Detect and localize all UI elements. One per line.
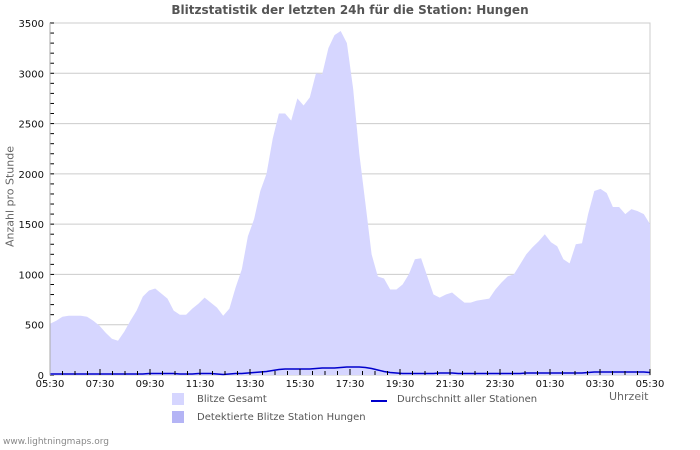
x-tick-label: 17:30 [336,379,365,390]
x-tick-label: 07:30 [86,379,115,390]
y-tick-label: 3000 [19,69,44,80]
legend-swatch-total [172,393,184,405]
y-tick-label: 3500 [19,19,44,30]
y-tick-label: 0 [38,371,44,382]
x-tick-label: 01:30 [536,379,565,390]
x-tick-label: 21:30 [436,379,465,390]
x-tick-label: 13:30 [236,379,265,390]
legend-label-average: Durchschnitt aller Stationen [397,394,538,405]
x-axis-label: Uhrzeit [609,390,649,403]
y-tick-label: 1500 [19,220,44,231]
footer-credit: www.lightningmaps.org [3,437,109,447]
chart-title: Blitzstatistik der letzten 24h für die S… [171,3,529,17]
x-tick-label: 23:30 [486,379,515,390]
x-tick-label: 09:30 [136,379,165,390]
y-tick-label: 2000 [19,170,44,181]
y-tick-label: 1000 [19,270,44,281]
legend-label-station: Detektierte Blitze Station Hungen [197,412,366,423]
x-tick-label: 15:30 [286,379,315,390]
legend-swatch-station [172,411,184,423]
x-tick-label: 05:30 [636,379,665,390]
area-blitze-gesamt [50,31,650,375]
legend-line-average [371,400,387,402]
x-tick-label: 03:30 [586,379,615,390]
y-tick-label: 500 [25,321,44,332]
x-tick-label: 05:30 [36,379,65,390]
x-tick-label: 11:30 [186,379,215,390]
y-tick-label: 2500 [19,120,44,131]
legend-label-total: Blitze Gesamt [197,394,267,405]
x-tick-label: 19:30 [386,379,415,390]
